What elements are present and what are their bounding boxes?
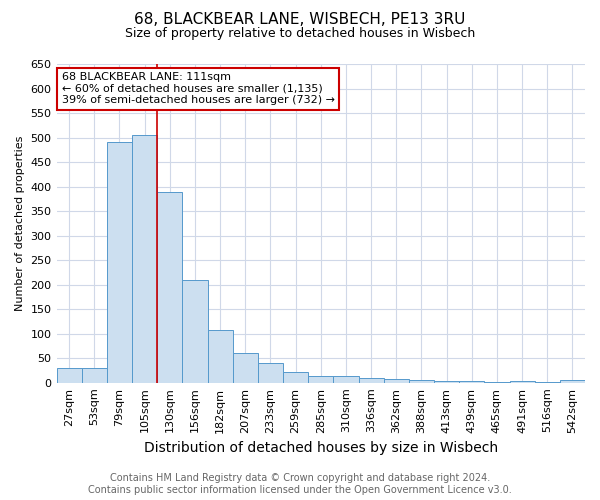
Bar: [484, 382, 509, 383]
Bar: [383, 379, 409, 383]
Bar: [182, 280, 208, 383]
Bar: [157, 192, 182, 383]
Y-axis label: Number of detached properties: Number of detached properties: [15, 136, 25, 311]
Bar: [132, 135, 157, 383]
Text: Contains HM Land Registry data © Crown copyright and database right 2024.
Contai: Contains HM Land Registry data © Crown c…: [88, 474, 512, 495]
Bar: [308, 376, 334, 383]
Bar: [434, 381, 459, 383]
Bar: [283, 372, 308, 383]
Text: Size of property relative to detached houses in Wisbech: Size of property relative to detached ho…: [125, 28, 475, 40]
Bar: [409, 380, 434, 383]
Bar: [56, 368, 82, 383]
Bar: [459, 381, 484, 383]
X-axis label: Distribution of detached houses by size in Wisbech: Distribution of detached houses by size …: [144, 441, 498, 455]
Bar: [107, 142, 132, 383]
Text: 68 BLACKBEAR LANE: 111sqm
← 60% of detached houses are smaller (1,135)
39% of se: 68 BLACKBEAR LANE: 111sqm ← 60% of detac…: [62, 72, 335, 105]
Text: 68, BLACKBEAR LANE, WISBECH, PE13 3RU: 68, BLACKBEAR LANE, WISBECH, PE13 3RU: [134, 12, 466, 28]
Bar: [359, 378, 383, 383]
Bar: [509, 381, 535, 383]
Bar: [560, 380, 585, 383]
Bar: [233, 354, 258, 383]
Bar: [208, 330, 233, 383]
Bar: [82, 368, 107, 383]
Bar: [258, 363, 283, 383]
Bar: [334, 376, 359, 383]
Bar: [535, 382, 560, 383]
